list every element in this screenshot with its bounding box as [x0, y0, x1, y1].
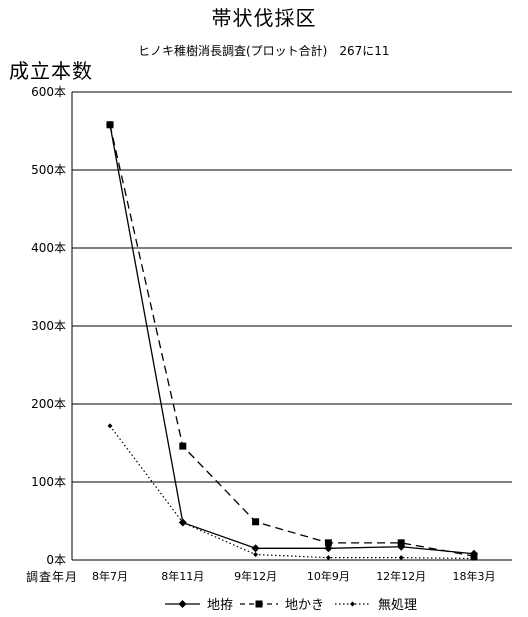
data-point [251, 544, 260, 553]
x-tick-label: 9年12月 [234, 569, 277, 583]
data-point [471, 555, 477, 561]
legend-item: 無処理 [335, 598, 417, 613]
legend-item: 地拵 [165, 598, 233, 613]
chart-title: 帯状伐採区 [211, 6, 317, 30]
chart-subtitle: ヒノキ稚樹消長調査(プロット合計) 267に11 [138, 44, 390, 58]
x-axis-label: 調査年月 [26, 570, 79, 584]
y-tick-label: 400本 [31, 241, 66, 255]
x-tick-label: 12年12月 [376, 569, 426, 583]
y-tick-label: 100本 [31, 475, 66, 489]
x-tick-label: 8年11月 [161, 569, 204, 583]
data-point [325, 555, 331, 561]
legend-label: 地かき [285, 598, 324, 613]
series-line [109, 124, 475, 555]
data-point [253, 552, 259, 558]
series-0 [106, 120, 478, 558]
y-tick-label: 0本 [46, 553, 66, 567]
legend-label: 無処理 [378, 598, 417, 613]
data-point [324, 539, 332, 547]
data-point [180, 520, 186, 526]
data-point [106, 121, 114, 129]
legend-marker [255, 600, 263, 608]
y-axis-label: 成立本数 [9, 59, 93, 83]
y-tick-label: 500本 [31, 163, 66, 177]
y-tick-label: 600本 [31, 85, 66, 99]
legend: 地拵 地かき 無処理 [165, 598, 417, 613]
series-2 [107, 423, 477, 561]
legend-item: 地かき [240, 598, 324, 613]
series-line [109, 425, 475, 560]
series-line [109, 124, 475, 557]
y-tick-label: 300本 [31, 319, 66, 333]
legend-marker [178, 600, 187, 608]
legend-marker [350, 601, 355, 607]
data-point [398, 555, 404, 561]
x-tick-label: 18年3月 [453, 569, 496, 583]
x-tick-label: 8年7月 [92, 569, 128, 583]
data-point [252, 518, 260, 526]
y-tick-label: 200本 [31, 397, 66, 411]
x-tick-label: 10年9月 [307, 569, 350, 583]
data-point [397, 539, 405, 547]
legend-label: 地拵 [207, 598, 233, 613]
data-point [107, 423, 113, 429]
series-1 [106, 121, 478, 560]
data-point [179, 442, 187, 450]
